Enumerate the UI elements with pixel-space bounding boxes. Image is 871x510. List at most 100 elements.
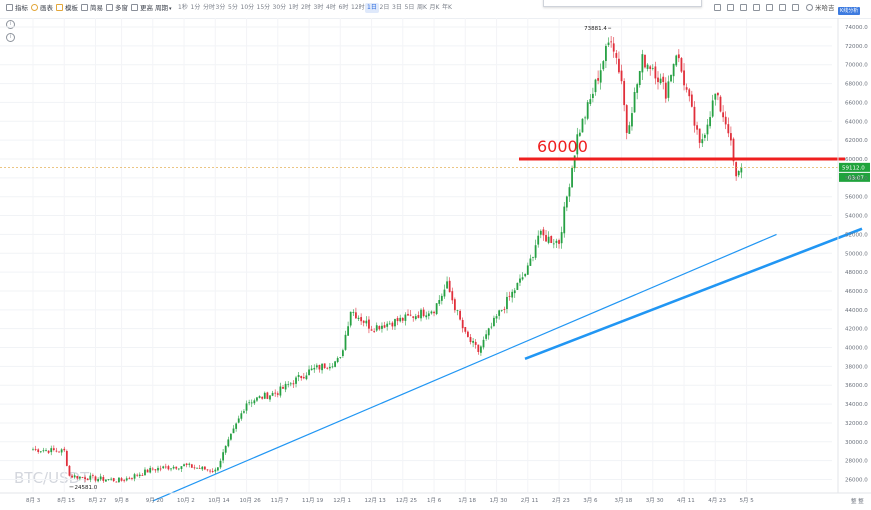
interval-2[interactable]: 分时: [203, 4, 216, 11]
candle-body: [94, 476, 97, 481]
screenshot-icon[interactable]: [714, 4, 721, 11]
candle: [373, 328, 376, 333]
interval-15[interactable]: 2日: [379, 4, 390, 11]
interval-11[interactable]: 4时: [326, 4, 336, 11]
candle-body: [636, 84, 639, 93]
interval-14[interactable]: 1日: [365, 3, 379, 13]
candle: [722, 105, 725, 122]
camera-icon[interactable]: [753, 4, 760, 11]
candle: [214, 467, 217, 474]
interval-17[interactable]: 5日: [404, 4, 415, 11]
user-menu[interactable]: 米哈吉: [806, 3, 835, 13]
candle: [581, 118, 584, 133]
candle: [328, 362, 331, 371]
analysis-badge[interactable]: K线分析: [838, 7, 861, 15]
interval-4[interactable]: 5分: [228, 4, 238, 11]
candle: [352, 309, 355, 316]
y-tick-label: 58000.0: [845, 176, 868, 182]
interval-12[interactable]: 6时: [338, 4, 349, 11]
candle: [355, 307, 357, 320]
save-icon[interactable]: [766, 4, 773, 11]
candle-body: [547, 236, 550, 243]
simple-button[interactable]: 简易: [81, 3, 103, 13]
candle-body: [724, 116, 727, 125]
y-tick-label: 70000.0: [845, 63, 868, 69]
interval-9[interactable]: 2时: [301, 4, 311, 11]
candle: [123, 478, 126, 483]
settings-icon[interactable]: i: [6, 33, 15, 42]
draw-button[interactable]: 画表: [31, 3, 53, 13]
candle-body: [584, 117, 586, 119]
candle-body: [740, 167, 743, 173]
candle-body: [261, 396, 264, 399]
candle-body: [589, 99, 592, 105]
interval-3[interactable]: 3分: [215, 4, 226, 11]
fullscreen-icon[interactable]: [792, 4, 799, 11]
candle: [256, 396, 258, 403]
candle: [714, 93, 717, 106]
candle-body: [578, 132, 581, 136]
candle-body: [737, 171, 740, 176]
multi-window-button[interactable]: 多窗: [106, 3, 128, 13]
candle-body: [633, 92, 636, 113]
interval-10[interactable]: 3时: [313, 4, 324, 11]
info-icon[interactable]: i: [6, 20, 15, 29]
candle: [456, 309, 459, 316]
candle-body: [198, 468, 201, 469]
candle-body: [331, 366, 334, 368]
candle-body: [696, 125, 698, 130]
candle-body: [133, 474, 136, 479]
candle: [323, 363, 326, 369]
interval-5[interactable]: 10分: [240, 4, 255, 11]
candle-body: [63, 448, 66, 451]
compare-icon[interactable]: [779, 4, 786, 11]
template-button[interactable]: 模板: [56, 3, 78, 13]
candle-body: [151, 468, 154, 470]
y-tick-label: 64000.0: [845, 119, 868, 125]
candle: [287, 381, 290, 388]
interval-7[interactable]: 30分: [272, 4, 287, 11]
interval-6[interactable]: 15分: [256, 4, 271, 11]
candle-body: [55, 450, 58, 452]
interval-20[interactable]: 年K: [442, 4, 452, 11]
interval-18[interactable]: 周K: [417, 4, 427, 11]
candle-body: [175, 466, 178, 469]
interval-8[interactable]: 1时: [288, 4, 299, 11]
candle-body: [164, 466, 167, 468]
candle-body: [651, 68, 654, 69]
candle-body: [511, 291, 514, 298]
interval-19[interactable]: 月K: [429, 4, 440, 11]
candle-body: [315, 365, 318, 368]
candle-body: [646, 64, 649, 69]
y-tick-label: 42000.0: [845, 327, 868, 333]
axes-layer: 26000.0 28000.0 30000.0 32000.0 34000.0 36000…: [0, 18, 871, 505]
last-price-value: 59112.0: [842, 165, 865, 171]
period-select[interactable]: 周期▾: [155, 4, 172, 12]
interval-0[interactable]: 1秒: [178, 4, 188, 11]
indicator-button[interactable]: 指标: [6, 3, 28, 13]
candle-body: [560, 232, 563, 244]
more-button[interactable]: 更高: [131, 3, 153, 13]
candle-body: [573, 155, 576, 169]
candle-body: [719, 96, 722, 112]
interval-16[interactable]: 3日: [392, 4, 402, 11]
candle: [571, 165, 573, 188]
candle: [112, 477, 115, 483]
grid-icon[interactable]: [740, 4, 747, 11]
side-controls: i i: [6, 20, 15, 46]
candle: [636, 82, 639, 100]
image-icon[interactable]: [727, 4, 734, 11]
interval-13[interactable]: 12时: [351, 4, 365, 11]
candle-body: [146, 469, 149, 473]
candle-body: [657, 77, 659, 83]
candle-body: [409, 314, 412, 316]
candle-body: [120, 478, 123, 481]
candle-body: [399, 317, 402, 322]
candle-body: [279, 386, 282, 396]
candle-body: [727, 124, 730, 134]
candle-body: [183, 464, 185, 466]
x-tick-label: 2月 11: [521, 497, 539, 504]
interval-1[interactable]: 1分: [190, 4, 201, 11]
candle: [243, 409, 245, 414]
